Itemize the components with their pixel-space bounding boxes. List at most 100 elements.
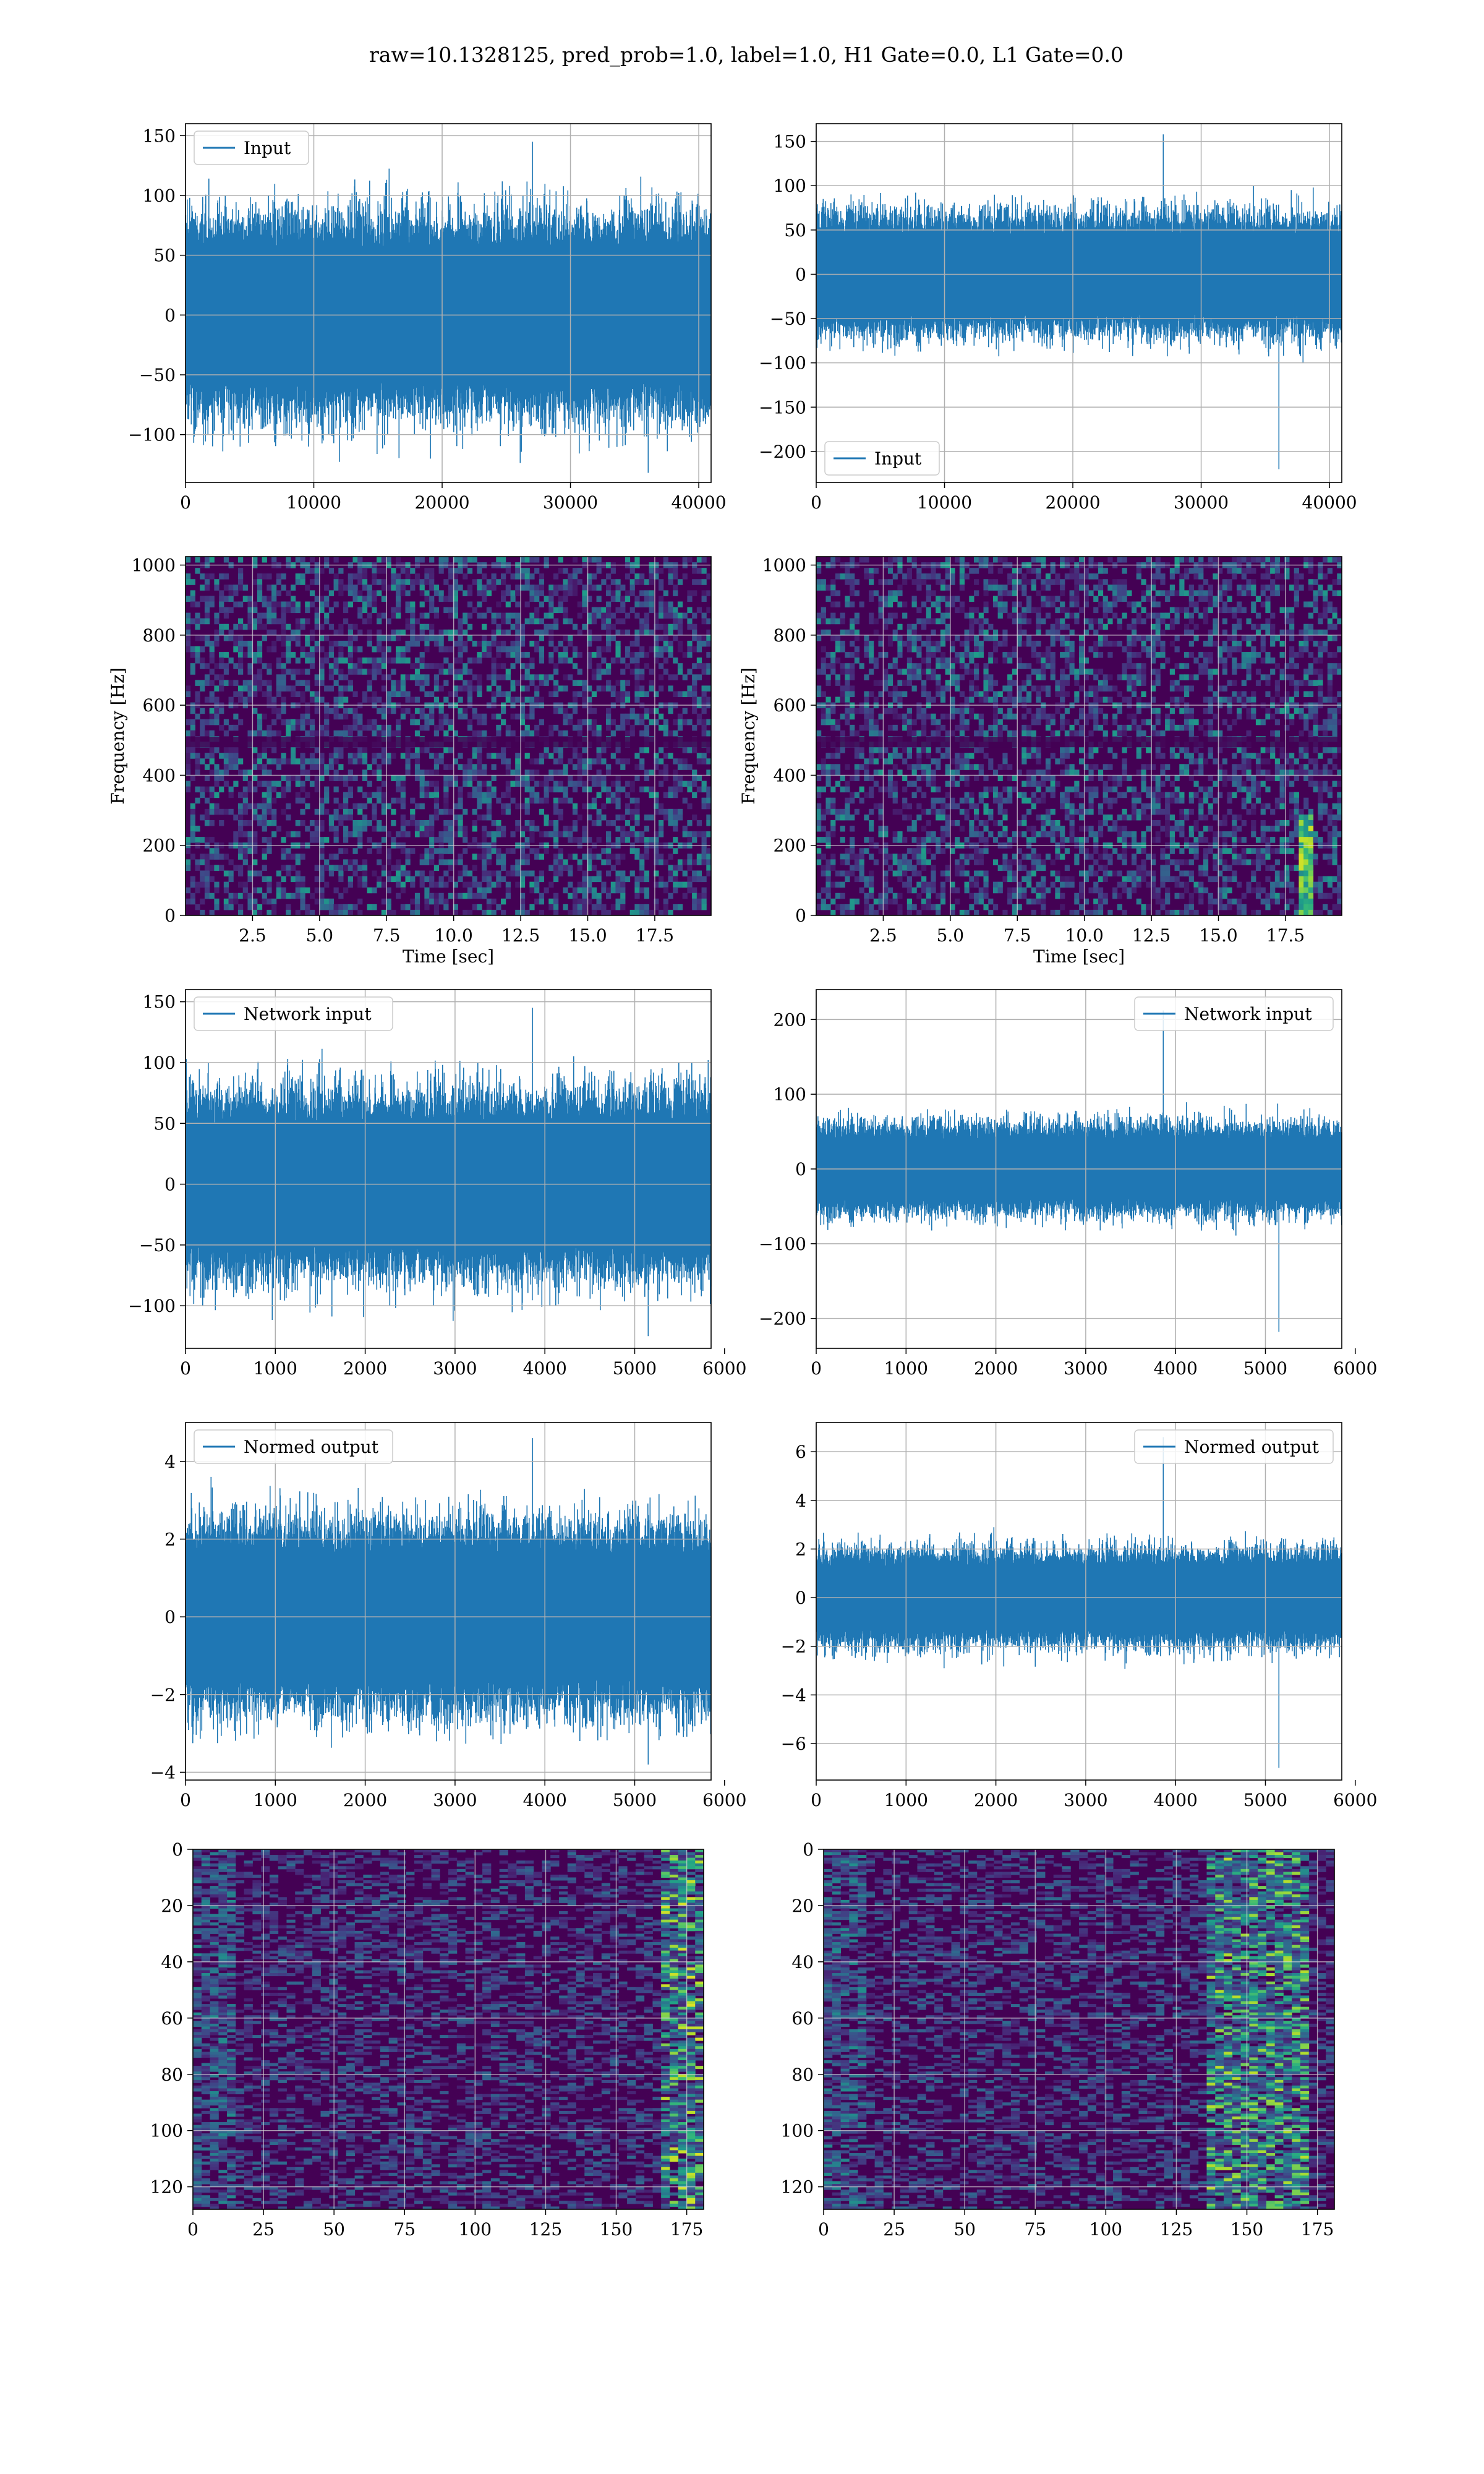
l1-spectrogram-cell: [845, 652, 850, 658]
h1-spectrogram-cell: [281, 848, 286, 854]
l1-spectrogram-cell: [950, 646, 955, 653]
l1-spectrogram-cell: [869, 909, 874, 916]
h1-spectrogram-cell: [405, 870, 411, 877]
h1-spectrogram-cell: [271, 618, 277, 625]
h1-spectrogram-cell: [673, 573, 678, 580]
l1-spectrogram-cell: [931, 769, 936, 776]
l1-spectrogram-cell: [845, 814, 850, 821]
h1-spectrogram-cell: [706, 803, 712, 810]
h1-spectrogram-cell: [548, 730, 554, 737]
h1-spectrogram-cell: [414, 579, 420, 585]
l1-spectrogram-cell: [1031, 898, 1036, 905]
h1-spectrogram-cell: [472, 786, 477, 793]
l1-spectrogram-cell: [997, 764, 1003, 770]
h1-spectrogram-cell: [309, 629, 315, 636]
h1-spectrogram-cell: [453, 781, 458, 787]
h1-spectrogram-cell: [338, 584, 344, 591]
h1-spectrogram-cell: [405, 590, 411, 596]
h1-spectrogram-cell: [639, 573, 645, 580]
h1-spectrogram-cell: [701, 708, 707, 714]
h1-spectrogram-cell: [424, 646, 430, 653]
l1-spectrogram-cell: [959, 859, 965, 865]
h1-spectrogram-cell: [396, 612, 401, 619]
l1-spectrogram-cell: [878, 640, 884, 647]
l1-spectrogram-cell: [997, 792, 1003, 798]
h1-spectrogram-cell: [649, 792, 654, 798]
h1-spectrogram-cell: [706, 652, 712, 658]
h1-spectrogram-cell: [362, 579, 368, 585]
h1-spectrogram-cell: [687, 646, 693, 653]
h1-spectrogram-cell: [295, 775, 301, 781]
l1-spectrogram-cell: [821, 708, 826, 714]
h1-spectrogram-cell: [295, 870, 301, 877]
h1-spectrogram-cell: [486, 909, 492, 916]
h1-spectrogram-cell: [673, 691, 678, 698]
l1-spectrogram-cell: [959, 854, 965, 860]
l1-spectrogram-cell: [850, 708, 855, 714]
h1-spectrogram-cell: [677, 775, 683, 781]
h1-spectrogram-cell: [257, 870, 263, 877]
l1-spectrogram-cell: [845, 904, 850, 910]
l1-spectrogram-cell: [1031, 781, 1036, 787]
h1-spectrogram-cell: [204, 618, 210, 625]
l1-spectrogram-cell: [906, 724, 913, 731]
h1-spectrogram-cell: [410, 607, 416, 614]
h1-spectrogram-cell: [257, 753, 263, 759]
h1-spectrogram-cell: [486, 584, 492, 591]
h1-spectrogram-cell: [553, 669, 559, 675]
h1-spectrogram-cell: [620, 607, 626, 614]
l1-spectrogram-cell: [911, 629, 917, 636]
h1-spectrogram-cell: [472, 685, 477, 691]
l1-spectrogram-cell: [864, 769, 869, 776]
l1-spectrogram-cell: [974, 826, 979, 832]
l1-spectrogram-cell: [850, 775, 855, 781]
h1-spectrogram-cell: [204, 680, 210, 686]
l1-spectrogram-cell: [892, 898, 898, 905]
h1-spectrogram-cell: [524, 859, 530, 865]
l1-spectrogram-cell: [897, 557, 903, 563]
h1-spectrogram-cell: [529, 786, 535, 793]
h1-spectrogram-cell: [596, 674, 602, 680]
h1-spectrogram-cell: [553, 573, 559, 580]
h1-spectrogram-cell: [548, 601, 554, 608]
h1-spectrogram-cell: [491, 674, 497, 680]
h1-spectrogram-cell: [463, 848, 468, 854]
h1-spectrogram-cell: [348, 601, 353, 608]
h1-spectrogram-cell: [634, 814, 640, 821]
l1-spectrogram-cell: [1017, 769, 1022, 776]
h1-spectrogram-cell: [410, 753, 416, 759]
h1-spectrogram-cell: [529, 870, 535, 877]
l1-spectrogram-cell: [864, 573, 869, 580]
l1-spectrogram-cell: [816, 635, 822, 641]
h1-spectrogram-cell: [242, 848, 248, 854]
h1-spectrogram-cell: [505, 848, 511, 854]
l1-input-ytick-label: −200: [759, 442, 806, 462]
h1-spectrogram-cell: [214, 854, 220, 860]
l1-spectrogram-cell: [955, 652, 960, 658]
h1-spectrogram-cell: [410, 797, 416, 804]
l1-spectrogram-cell: [936, 909, 941, 916]
l1-spectrogram-cell: [911, 865, 917, 871]
l1-spectrogram-cell: [978, 870, 984, 877]
h1-spectrogram-cell: [305, 680, 310, 686]
h1-spectrogram-cell: [591, 854, 597, 860]
l1-spectrogram-cell: [821, 657, 826, 664]
h1-spectrogram-cell: [577, 730, 582, 737]
h1-spectrogram-cell: [429, 713, 435, 720]
h1-spectrogram-cell: [639, 719, 645, 726]
h1-spectrogram-cell: [443, 657, 449, 664]
l1-spectrogram-cell: [964, 814, 970, 821]
h1-spectrogram-cell: [419, 713, 425, 720]
h1-spectrogram-cell: [328, 909, 335, 916]
h1-spectrogram-cell: [443, 557, 449, 563]
h1-spectrogram-cell: [587, 775, 592, 781]
l1-spectrogram-cell: [869, 590, 874, 596]
h1-spectrogram-cell: [267, 887, 272, 894]
h1-spectrogram-cell: [372, 696, 377, 703]
l1-spectrogram-cell: [1017, 904, 1022, 910]
h1-spectrogram-cell: [252, 623, 258, 630]
l1-spectrogram-cell: [969, 669, 974, 675]
h1-spectrogram-cell: [242, 881, 248, 888]
h1-spectrogram-cell: [553, 892, 559, 899]
h1-spectrogram-cell: [524, 781, 530, 787]
